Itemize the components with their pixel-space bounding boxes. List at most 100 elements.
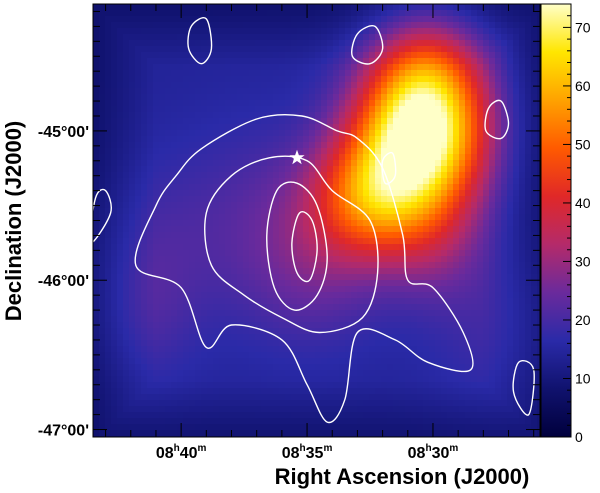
map-cell	[483, 196, 490, 203]
map-cell	[309, 112, 316, 119]
map-cell	[453, 70, 460, 77]
map-cell	[471, 40, 478, 47]
map-cell	[237, 16, 244, 23]
map-cell	[93, 112, 100, 119]
map-cell	[429, 292, 436, 299]
map-cell	[363, 292, 370, 299]
map-cell	[117, 118, 124, 125]
map-cell	[267, 334, 274, 341]
map-cell	[309, 340, 316, 347]
map-cell	[183, 262, 190, 269]
map-cell	[195, 52, 202, 59]
map-cell	[333, 226, 340, 233]
map-cell	[291, 22, 298, 29]
map-cell	[213, 10, 220, 17]
map-cell	[327, 286, 334, 293]
map-cell	[177, 154, 184, 161]
map-cell	[135, 118, 142, 125]
map-cell	[393, 70, 400, 77]
map-cell	[207, 142, 214, 149]
map-cell	[405, 382, 412, 389]
map-cell	[375, 82, 382, 89]
map-cell	[141, 160, 148, 167]
map-cell	[195, 358, 202, 365]
map-cell	[471, 94, 478, 101]
map-cell	[471, 358, 478, 365]
map-cell	[189, 112, 196, 119]
map-cell	[537, 148, 540, 155]
map-cell	[435, 166, 442, 173]
map-cell	[141, 46, 148, 53]
map-cell	[189, 196, 196, 203]
map-cell	[183, 46, 190, 53]
map-cell	[171, 298, 178, 305]
map-cell	[531, 190, 538, 197]
map-cell	[219, 388, 226, 395]
map-cell	[279, 244, 286, 251]
map-cell	[99, 316, 106, 323]
map-cell	[519, 70, 526, 77]
map-cell	[225, 334, 232, 341]
map-cell	[441, 280, 448, 287]
map-cell	[363, 130, 370, 137]
map-cell	[219, 112, 226, 119]
map-cell	[399, 388, 406, 395]
map-cell	[375, 172, 382, 179]
map-cell	[495, 118, 502, 125]
map-cell	[219, 196, 226, 203]
map-cell	[465, 64, 472, 71]
map-cell	[477, 136, 484, 143]
map-cell	[459, 232, 466, 239]
map-cell	[189, 358, 196, 365]
map-cell	[501, 130, 508, 137]
map-cell	[483, 184, 490, 191]
map-cell	[327, 208, 334, 215]
map-cell	[507, 214, 514, 221]
map-cell	[357, 388, 364, 395]
map-cell	[399, 94, 406, 101]
map-cell	[411, 202, 418, 209]
map-cell	[495, 376, 502, 383]
map-cell	[399, 58, 406, 65]
map-cell	[405, 370, 412, 377]
map-cell	[123, 292, 130, 299]
map-cell	[345, 304, 352, 311]
map-cell	[105, 280, 112, 287]
map-cell	[195, 304, 202, 311]
map-cell	[411, 304, 418, 311]
map-cell	[375, 208, 382, 215]
map-cell	[183, 148, 190, 155]
map-cell	[393, 40, 400, 47]
map-cell	[411, 382, 418, 389]
map-cell	[393, 274, 400, 281]
map-cell	[327, 118, 334, 125]
map-cell	[345, 28, 352, 35]
map-cell	[195, 280, 202, 287]
map-cell	[195, 160, 202, 167]
map-cell	[165, 196, 172, 203]
map-cell	[159, 358, 166, 365]
map-cell	[489, 388, 496, 395]
map-cell	[339, 382, 346, 389]
map-cell	[243, 142, 250, 149]
map-cell	[243, 28, 250, 35]
map-cell	[423, 238, 430, 245]
map-cell	[261, 250, 268, 257]
map-cell	[519, 262, 526, 269]
map-cell	[123, 16, 130, 23]
map-cell	[447, 124, 454, 131]
map-cell	[345, 220, 352, 227]
map-cell	[405, 394, 412, 401]
map-cell	[279, 196, 286, 203]
map-cell	[159, 40, 166, 47]
map-cell	[273, 316, 280, 323]
map-cell	[429, 244, 436, 251]
map-cell	[261, 382, 268, 389]
map-cell	[321, 214, 328, 221]
map-cell	[345, 226, 352, 233]
map-cell	[171, 256, 178, 263]
map-cell	[525, 172, 532, 179]
map-cell	[333, 22, 340, 29]
map-cell	[465, 52, 472, 59]
map-cell	[429, 148, 436, 155]
